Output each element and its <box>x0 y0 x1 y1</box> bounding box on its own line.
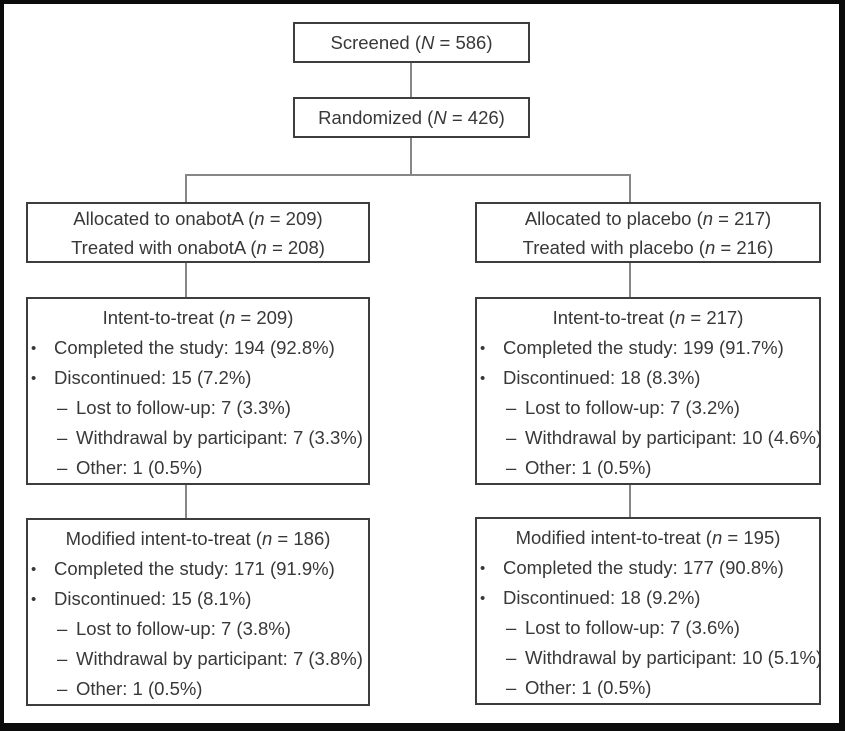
list-subitem: – Withdrawal by participant: 7 (3.8%) <box>57 648 363 669</box>
list-subitem: – Other: 1 (0.5%) <box>506 457 652 478</box>
dash-marker: – <box>506 617 517 638</box>
mitt-title: Modified intent-to-treat (n = 195) <box>515 527 781 548</box>
list-item: • Discontinued: 18 (9.2%) <box>480 587 701 608</box>
list-subitem: – Withdrawal by participant: 10 (4.6%) <box>506 427 823 448</box>
mitt-box-onabota: Modified intent-to-treat (n = 186) • Comp… <box>26 518 370 706</box>
connector-right-alloc-itt <box>629 263 631 297</box>
itt-box-onabota: Intent-to-treat (n = 209) • Completed the… <box>26 297 370 485</box>
screened-box: Screened (N = 586) <box>293 22 530 63</box>
allocation-box-onabota: Allocated to onabotA (n = 209) Treated w… <box>26 202 370 263</box>
bullet-marker: • <box>480 589 486 607</box>
connector-right-itt-mitt <box>629 483 631 517</box>
list-subitem: – Other: 1 (0.5%) <box>506 677 652 698</box>
list-item: • Completed the study: 194 (92.8%) <box>31 337 335 358</box>
allocation-line: Allocated to placebo (n = 217) <box>524 207 772 229</box>
bullet-marker: • <box>31 339 37 357</box>
itt-title: Intent-to-treat (n = 209) <box>102 307 294 328</box>
dash-marker: – <box>57 678 68 699</box>
itt-title: Intent-to-treat (n = 217) <box>552 307 744 328</box>
connector-screened-randomized <box>410 63 412 98</box>
connector-left-itt-mitt <box>185 484 187 518</box>
list-subitem: – Lost to follow-up: 7 (3.3%) <box>57 397 291 418</box>
connector-left-alloc-itt <box>185 263 187 297</box>
connector-split-right-drop <box>629 174 631 203</box>
mitt-box-placebo: Modified intent-to-treat (n = 195) • Comp… <box>475 517 823 705</box>
dash-marker: – <box>57 457 68 478</box>
list-item: • Discontinued: 15 (7.2%) <box>31 367 252 388</box>
bullet-marker: • <box>31 369 37 387</box>
itt-box-placebo: Intent-to-treat (n = 217) • Completed the… <box>475 297 823 485</box>
dash-marker: – <box>57 397 68 418</box>
dash-marker: – <box>57 648 68 669</box>
dash-marker: – <box>506 427 517 448</box>
dash-marker: – <box>57 427 68 448</box>
list-subitem: – Lost to follow-up: 7 (3.8%) <box>57 618 291 639</box>
dash-marker: – <box>57 618 68 639</box>
list-item: • Completed the study: 171 (91.9%) <box>31 558 335 579</box>
list-item: • Discontinued: 18 (8.3%) <box>480 367 701 388</box>
allocation-line: Treated with onabotA (n = 208) <box>71 236 325 258</box>
dash-marker: – <box>506 397 517 418</box>
list-subitem: – Other: 1 (0.5%) <box>57 457 203 478</box>
list-subitem: – Lost to follow-up: 7 (3.6%) <box>506 617 740 638</box>
allocation-line: Treated with placebo (n = 216) <box>522 236 774 258</box>
bullet-marker: • <box>480 369 486 387</box>
bullet-marker: • <box>480 559 486 577</box>
list-item: • Completed the study: 177 (90.8%) <box>480 557 784 578</box>
connector-split-left-drop <box>185 174 187 203</box>
bullet-marker: • <box>31 560 37 578</box>
list-item: • Discontinued: 15 (8.1%) <box>31 588 252 609</box>
dash-marker: – <box>506 457 517 478</box>
list-subitem: – Lost to follow-up: 7 (3.2%) <box>506 397 740 418</box>
randomized-box: Randomized (N = 426) <box>293 97 530 138</box>
dash-marker: – <box>506 647 517 668</box>
connector-split-horizontal <box>185 174 631 176</box>
connector-randomized-split <box>410 138 412 175</box>
randomized-label: Randomized (N = 426) <box>318 106 505 128</box>
bullet-marker: • <box>480 339 486 357</box>
list-subitem: – Withdrawal by participant: 10 (5.1%) <box>506 647 823 668</box>
mitt-title: Modified intent-to-treat (n = 186) <box>65 528 331 549</box>
list-subitem: – Other: 1 (0.5%) <box>57 678 203 699</box>
allocation-line: Allocated to onabotA (n = 209) <box>73 207 323 229</box>
bullet-marker: • <box>31 590 37 608</box>
list-subitem: – Withdrawal by participant: 7 (3.3%) <box>57 427 363 448</box>
list-item: • Completed the study: 199 (91.7%) <box>480 337 784 358</box>
screened-label: Screened (N = 586) <box>330 31 493 53</box>
allocation-box-placebo: Allocated to placebo (n = 217) Treated w… <box>475 202 821 263</box>
dash-marker: – <box>506 677 517 698</box>
